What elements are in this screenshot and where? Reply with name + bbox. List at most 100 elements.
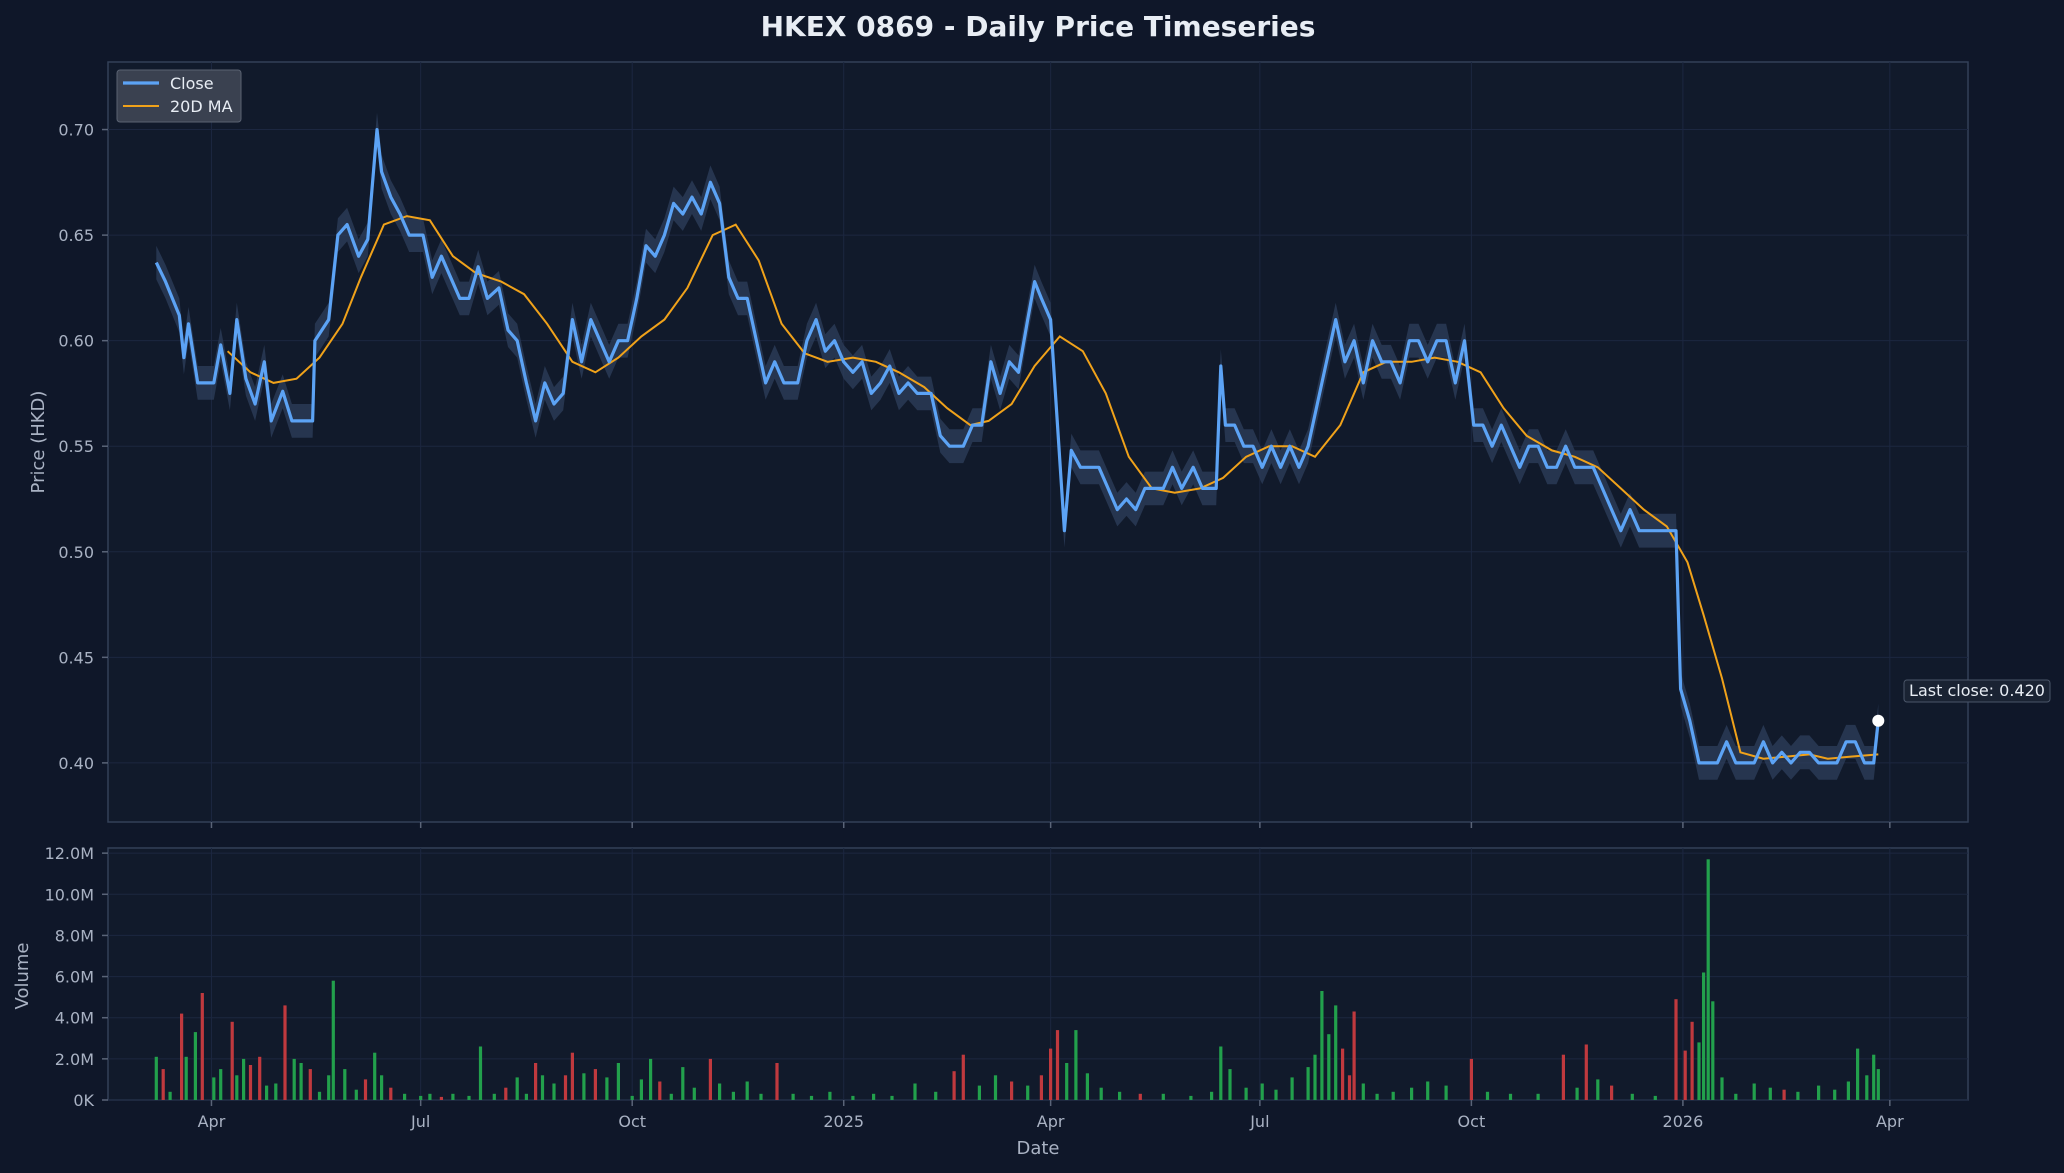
volume-bar: [504, 1087, 508, 1100]
volume-bar: [389, 1087, 393, 1100]
volume-bar: [1334, 1005, 1338, 1100]
volume-bars: [154, 859, 1880, 1100]
volume-bar: [235, 1075, 239, 1100]
volume-bar: [274, 1083, 278, 1100]
volume-bar: [649, 1058, 653, 1100]
price-y-tick-label: 0.60: [58, 332, 94, 351]
volume-bar: [582, 1073, 586, 1100]
volume-y-tick-label: 8.0M: [55, 926, 94, 945]
volume-bar: [1876, 1069, 1880, 1100]
volume-bar: [775, 1063, 779, 1100]
volume-bar: [200, 993, 204, 1100]
price-x-ticks: [210, 822, 1891, 828]
volume-bar: [1768, 1087, 1772, 1100]
volume-y-ticks: 0K 2.0M 4.0M 6.0M 8.0M 10.0M 12.0M: [45, 844, 108, 1110]
x-axis-label: Date: [1016, 1138, 1059, 1159]
x-tick-label: 2025: [823, 1112, 864, 1131]
volume-bar: [363, 1079, 368, 1100]
volume-bar: [1161, 1093, 1165, 1100]
volume-bar: [1796, 1091, 1800, 1100]
volume-bar: [1410, 1087, 1414, 1100]
volume-bar: [1734, 1093, 1738, 1100]
volume-bar: [317, 1091, 322, 1100]
volume-bar: [605, 1077, 609, 1100]
volume-bar: [934, 1091, 938, 1100]
volume-bar: [419, 1095, 423, 1100]
volume-bar: [669, 1093, 673, 1100]
volume-bar: [731, 1091, 735, 1100]
volume-bar: [1274, 1089, 1278, 1100]
volume-bar: [1026, 1085, 1030, 1100]
volume-bar: [1361, 1083, 1365, 1100]
volume-bar: [745, 1081, 749, 1100]
legend-label-close: Close: [170, 74, 214, 93]
volume-bar: [292, 1058, 296, 1100]
volume-bar: [1341, 1048, 1345, 1100]
volume-bar: [1010, 1081, 1014, 1100]
volume-x-ticks: Apr Jul Oct 2025 Apr Jul Oct 2026 Apr: [198, 1100, 1904, 1131]
x-tick-label: Apr: [1876, 1112, 1904, 1131]
volume-bar: [1702, 972, 1706, 1100]
volume-y-tick-label: 6.0M: [55, 968, 94, 987]
volume-bar: [1290, 1077, 1294, 1100]
volume-bar: [552, 1083, 556, 1100]
volume-bar: [283, 1005, 287, 1100]
volume-bar: [1536, 1093, 1540, 1100]
ma-series-line: [226, 215, 1879, 760]
x-tick-label: Jul: [410, 1112, 430, 1131]
volume-y-tick-label: 12.0M: [45, 844, 94, 863]
volume-bar: [161, 1069, 165, 1100]
volume-bar: [681, 1067, 685, 1100]
volume-bar: [515, 1077, 519, 1100]
price-y-tick-label: 0.55: [58, 437, 94, 456]
legend-label-ma: 20D MA: [170, 97, 233, 116]
volume-bar: [1872, 1054, 1876, 1100]
chart-title: HKEX 0869 - Daily Price Timeseries: [761, 10, 1316, 43]
price-panel: 0.40 0.45 0.50 0.55 0.60 0.65 0.70 Last close:…: [28, 61, 2051, 828]
volume-bar: [265, 1085, 269, 1100]
volume-bar: [1630, 1093, 1634, 1100]
volume-bar: [718, 1083, 722, 1100]
price-y-tick-label: 0.45: [58, 648, 94, 667]
volume-bar: [1228, 1069, 1232, 1100]
volume-bar: [524, 1093, 528, 1100]
volume-bar: [1706, 859, 1710, 1100]
volume-bar: [380, 1075, 384, 1100]
volume-bar: [791, 1093, 795, 1100]
volume-bar: [299, 1063, 303, 1100]
volume-bar: [1375, 1093, 1379, 1100]
x-tick-label: Oct: [1458, 1112, 1486, 1131]
volume-bar: [1049, 1048, 1053, 1100]
volume-bar: [242, 1058, 246, 1100]
volume-bar: [1690, 1021, 1694, 1100]
volume-bar: [308, 1069, 312, 1100]
price-panel-frame: [107, 61, 1969, 823]
volume-bar: [478, 1046, 483, 1100]
volume-y-tick-label: 10.0M: [45, 885, 94, 904]
volume-y-tick-label: 2.0M: [55, 1050, 94, 1069]
volume-bar: [1485, 1091, 1490, 1100]
close-series-line: [154, 128, 1880, 765]
volume-bar: [1065, 1063, 1069, 1100]
volume-bar: [1118, 1091, 1122, 1100]
annotation-box: [1903, 679, 2051, 703]
volume-bar: [154, 1056, 158, 1100]
volume-bar: [708, 1058, 712, 1100]
volume-bar: [1391, 1091, 1395, 1100]
volume-bar: [193, 1032, 197, 1100]
volume-bar: [1865, 1075, 1869, 1100]
volume-bar: [913, 1083, 917, 1100]
volume-bar: [1833, 1089, 1837, 1100]
volume-bar: [1575, 1087, 1579, 1100]
volume-bar: [1039, 1075, 1043, 1100]
volume-bar: [952, 1071, 956, 1100]
volume-bar: [1138, 1093, 1142, 1100]
volume-bar: [212, 1077, 216, 1100]
volume-bar: [219, 1069, 223, 1100]
last-close-annotation: Last close: 0.420: [1903, 679, 2051, 703]
price-y-ticks: 0.40 0.45 0.50 0.55 0.60 0.65 0.70: [58, 121, 108, 773]
volume-bar: [1720, 1077, 1724, 1100]
volume-bar: [1244, 1087, 1248, 1100]
volume-bar: [1189, 1095, 1193, 1100]
volume-bar: [692, 1087, 696, 1100]
